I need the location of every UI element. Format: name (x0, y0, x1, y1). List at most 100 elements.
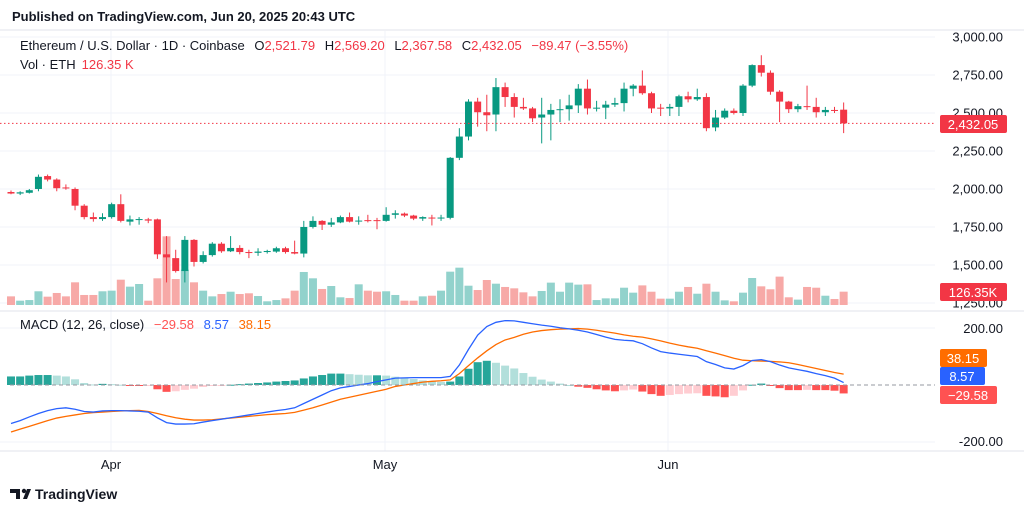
candle-body[interactable] (7, 192, 15, 194)
candle-body[interactable] (126, 219, 134, 222)
candle-body[interactable] (785, 101, 793, 110)
candle-body[interactable] (263, 250, 271, 253)
candle-body[interactable] (684, 96, 692, 100)
candle-body[interactable] (831, 109, 838, 111)
candle-body[interactable] (821, 109, 829, 113)
candle-body[interactable] (245, 252, 253, 254)
macd-histogram-bar (812, 385, 821, 391)
candle-body[interactable] (739, 85, 747, 113)
candle-body[interactable] (400, 213, 408, 216)
candle-body[interactable] (419, 217, 427, 219)
candle-body[interactable] (483, 112, 491, 116)
candle-body[interactable] (25, 190, 33, 193)
candle-body[interactable] (519, 106, 527, 109)
candle-body[interactable] (702, 97, 710, 129)
candle-body[interactable] (693, 97, 701, 100)
candle-body[interactable] (71, 188, 79, 206)
candle-body[interactable] (556, 109, 564, 111)
candle-body[interactable] (254, 251, 262, 253)
candle-body[interactable] (501, 87, 509, 98)
candle-body[interactable] (465, 101, 472, 137)
candle-body[interactable] (309, 220, 317, 227)
candle-body[interactable] (153, 219, 161, 255)
candle-body[interactable] (812, 106, 820, 113)
candle-body[interactable] (172, 258, 180, 272)
candle-body[interactable] (336, 217, 344, 223)
candle-body[interactable] (538, 114, 546, 118)
candle-body[interactable] (373, 220, 381, 222)
candle-body[interactable] (638, 85, 646, 94)
candle-body[interactable] (236, 247, 244, 253)
candle-body[interactable] (721, 110, 729, 118)
candle-body[interactable] (364, 220, 372, 222)
candle-body[interactable] (593, 107, 601, 109)
candle-body[interactable] (529, 108, 537, 119)
candle-body[interactable] (99, 217, 106, 220)
macd-histogram-bar (656, 385, 665, 396)
candle-body[interactable] (53, 179, 61, 189)
candle-body[interactable] (794, 106, 802, 110)
candle-body[interactable] (730, 110, 738, 113)
candle-body[interactable] (410, 215, 418, 219)
candle-body[interactable] (547, 109, 555, 115)
candle-body[interactable] (840, 109, 848, 124)
candle-body[interactable] (346, 217, 354, 222)
candle-body[interactable] (318, 220, 326, 225)
candle-body[interactable] (117, 204, 125, 221)
candle-body[interactable] (437, 217, 445, 219)
candle-body[interactable] (712, 117, 720, 128)
volume-bar (482, 280, 491, 305)
candle-body[interactable] (748, 65, 756, 86)
candle-body[interactable] (217, 243, 225, 252)
candle-body[interactable] (382, 214, 390, 221)
candle-body[interactable] (227, 247, 235, 252)
candle-body[interactable] (272, 248, 280, 252)
candle-body[interactable] (803, 106, 811, 108)
candle-body[interactable] (666, 106, 674, 109)
candle-body[interactable] (181, 239, 189, 272)
candle-body[interactable] (300, 226, 308, 254)
candle-body[interactable] (657, 107, 665, 109)
candle-body[interactable] (565, 105, 573, 110)
candle-body[interactable] (611, 103, 619, 105)
candle-body[interactable] (629, 85, 637, 89)
macd-histogram-bar (363, 375, 372, 385)
candle-body[interactable] (355, 220, 363, 222)
candle-body[interactable] (327, 222, 335, 225)
candle-body[interactable] (391, 213, 399, 215)
candle-body[interactable] (574, 88, 582, 106)
candle-body[interactable] (199, 255, 207, 262)
candle-body[interactable] (282, 248, 289, 253)
candle-body[interactable] (16, 192, 24, 194)
candle-body[interactable] (190, 239, 198, 262)
candle-body[interactable] (428, 217, 436, 219)
candle-body[interactable] (602, 104, 610, 108)
candle-body[interactable] (776, 91, 784, 102)
volume-bar (16, 300, 25, 305)
candle-body[interactable] (89, 217, 97, 220)
candle-body[interactable] (135, 219, 143, 221)
candle-body[interactable] (34, 176, 42, 189)
candle-body[interactable] (446, 157, 454, 218)
candle-body[interactable] (766, 72, 774, 92)
candle-body[interactable] (583, 88, 591, 109)
candle-body[interactable] (757, 65, 765, 73)
candle-body[interactable] (492, 87, 500, 115)
candle-body[interactable] (80, 205, 88, 218)
candle-body[interactable] (44, 176, 52, 180)
candle-body[interactable] (474, 101, 482, 113)
candle-body[interactable] (163, 254, 171, 258)
candle-body[interactable] (648, 93, 655, 109)
candle-body[interactable] (62, 187, 70, 189)
candle-body[interactable] (108, 204, 116, 218)
candle-body[interactable] (620, 88, 628, 104)
candle-body[interactable] (144, 219, 152, 221)
candle-body[interactable] (291, 252, 299, 254)
candle-body[interactable] (675, 96, 683, 107)
candles[interactable] (7, 55, 848, 283)
candle-body[interactable] (208, 243, 216, 256)
price-axis[interactable]: 3,000.002,750.002,500.002,250.002,000.00… (952, 30, 1003, 311)
candle-body[interactable] (510, 97, 518, 107)
candle-body[interactable] (455, 136, 463, 158)
